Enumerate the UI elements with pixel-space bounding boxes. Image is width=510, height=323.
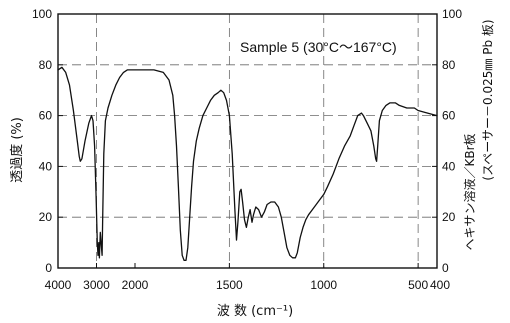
y-tick-label-left: 100 xyxy=(32,7,52,21)
y-axis-label-right-solvent: ヘキサン溶液／KBr板 xyxy=(462,133,477,250)
y-tick-label-left: 80 xyxy=(39,58,53,72)
x-tick-label: 4000 xyxy=(45,278,72,292)
sample-annotation: Sample 5 (30°C～167°C) xyxy=(240,39,397,55)
y-tick-label-right: 20 xyxy=(442,210,456,224)
x-tick-label: 1500 xyxy=(216,278,243,292)
y-tick-label-right: 40 xyxy=(442,159,456,173)
x-tick-label: 500 xyxy=(408,278,428,292)
x-tick-label: 1000 xyxy=(310,278,337,292)
grid-lines xyxy=(58,14,437,268)
y-tick-label-right: 60 xyxy=(442,109,456,123)
x-tick-label: 3000 xyxy=(83,278,110,292)
x-tick-label: 400 xyxy=(430,278,450,292)
y-tick-label-right: 0 xyxy=(442,261,449,275)
y-tick-label-left: 60 xyxy=(39,109,53,123)
y-tick-label-left: 0 xyxy=(45,261,52,275)
plot-frame xyxy=(57,13,438,269)
spectrum-line xyxy=(57,66,438,262)
y-axis-label-left: 透過度 (%) xyxy=(9,117,25,183)
y-tick-label-left: 40 xyxy=(39,159,53,173)
y-tick-label-left: 20 xyxy=(39,210,53,224)
y-tick-label-right: 80 xyxy=(442,58,456,72)
x-axis-label: 波 数 (cm⁻¹) xyxy=(217,304,293,319)
axis-ticks: 4000 3000 2000 1500 1000 500 40002040608010002… xyxy=(32,7,462,292)
y-tick-label-right: 100 xyxy=(442,7,462,21)
x-tick-label: 2000 xyxy=(122,278,149,292)
y-axis-label-right-spacer: (スペーサー－0.025㎜ Pb 板) xyxy=(481,19,495,180)
